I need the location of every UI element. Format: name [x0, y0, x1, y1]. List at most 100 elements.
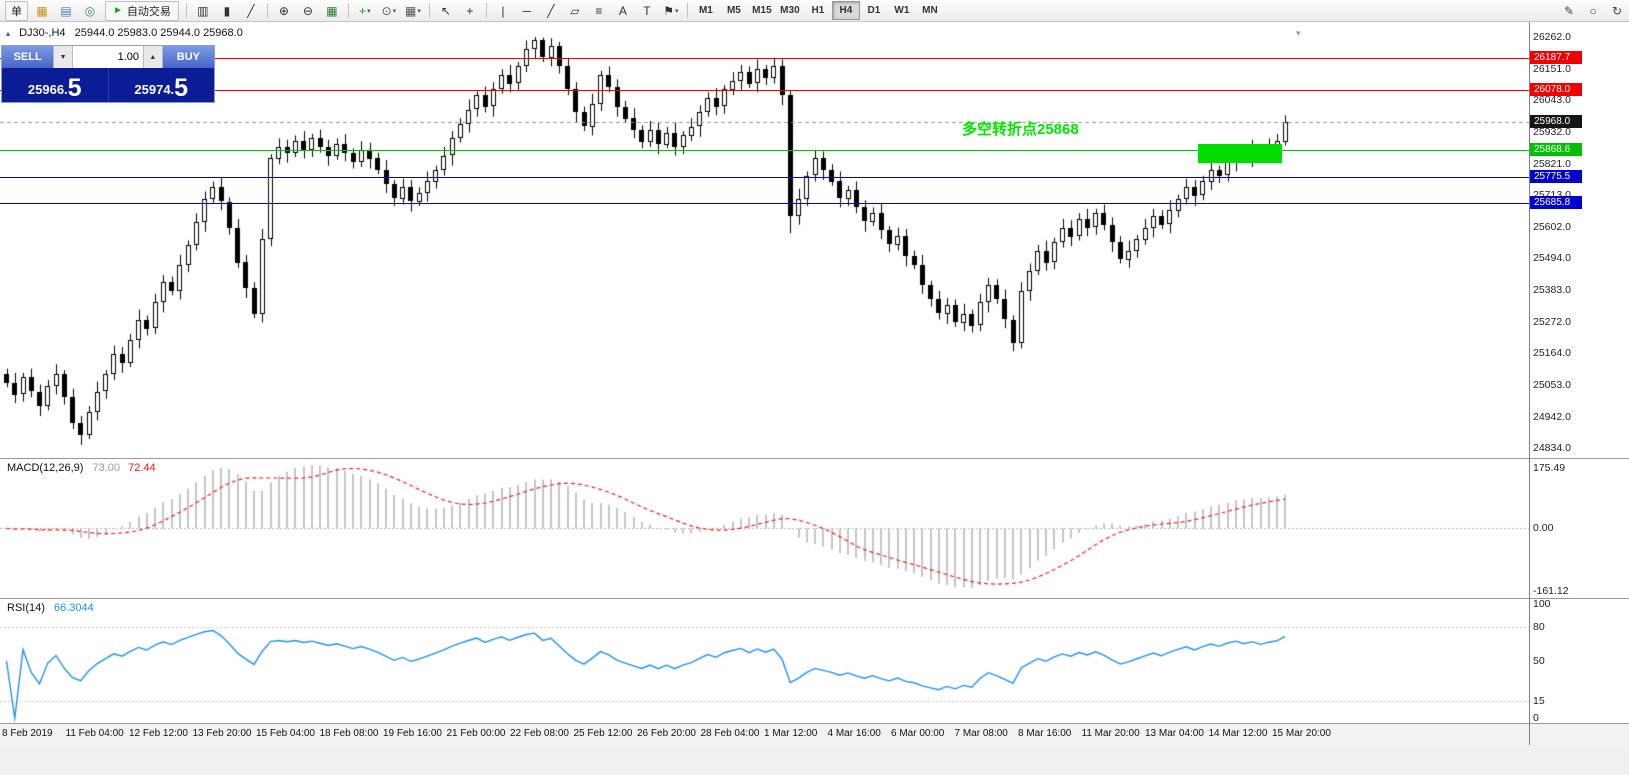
equidistant-channel-icon[interactable]: ▱	[564, 1, 586, 21]
autotrading-button[interactable]: ► 自动交易	[105, 0, 179, 21]
label-icon[interactable]: T	[636, 1, 658, 21]
arrows-icon[interactable]: ⚑ ▾	[660, 1, 682, 21]
timeframe-m30-button[interactable]: M30	[780, 5, 800, 16]
profiles-icon[interactable]: ⊙ ▾	[378, 1, 400, 21]
panel-divider[interactable]	[0, 598, 1629, 599]
time-axis-label: 18 Feb 08:00	[319, 728, 379, 739]
template-icon[interactable]: ▦ ▾	[402, 1, 424, 21]
rsi-axis-label: 50	[1533, 655, 1545, 667]
macd-canvas[interactable]	[0, 459, 1529, 598]
vertical-line-icon[interactable]: |	[492, 1, 514, 21]
price-axis-label: 24942.0	[1533, 411, 1571, 423]
price-axis-label: 26151.0	[1533, 63, 1571, 75]
sell-price-big-digit: 5	[67, 74, 82, 102]
chart-window[interactable]: 多空转折点25868 ▴ DJ30-,H4 25944.0 25983.0 25…	[0, 22, 1629, 775]
toolbar-separator	[347, 3, 349, 18]
rsi-canvas[interactable]	[0, 599, 1529, 723]
macd-axis-max: 175.49	[1533, 462, 1566, 474]
window-bottom	[0, 745, 1629, 775]
lot-size-input[interactable]	[73, 46, 143, 68]
price-level-line[interactable]	[0, 177, 1529, 178]
timeframe-m5-button[interactable]: M5	[726, 5, 741, 16]
timeframe-h4-button[interactable]: H4	[831, 1, 860, 20]
buy-price-display[interactable]: 25974. 5	[109, 68, 215, 102]
price-level-line[interactable]	[0, 58, 1529, 59]
price-axis[interactable]	[1529, 22, 1629, 723]
zoom-in-icon[interactable]: ⊕	[273, 1, 295, 21]
pencil-icon[interactable]: ✎	[1563, 3, 1575, 18]
crosshair-icon: +	[466, 3, 474, 18]
dropdown-caret-icon: ▾	[675, 7, 679, 15]
cursor-icon: ↖	[440, 3, 451, 18]
toolbar: 单 ▦ ▤ ◎ ► 自动交易 ▥ ▮ ╱ ⊕ ⊖ ▦ + ▾ ⊙ ▾ ▦ ▾ ↖ + | ─ ╱ ▱ ≡ A T ⚑ ▾ M1 M5 M15 M…	[0, 0, 1629, 22]
time-axis-label: 11 Mar 20:00	[1081, 728, 1140, 739]
chart-shift-icon[interactable]: ▾	[1296, 28, 1301, 38]
timeframe-m15-button[interactable]: M15	[752, 5, 772, 16]
tile-windows-icon[interactable]: ▦	[321, 1, 343, 21]
play-icon: ►	[113, 5, 123, 16]
time-axis-label: 21 Feb 00:00	[446, 728, 506, 739]
toolbar-separator	[185, 3, 187, 18]
market-watch-icon[interactable]: ▦	[31, 1, 53, 21]
buy-price-main: 25974.	[134, 82, 175, 97]
bar-chart-icon[interactable]: ▥	[192, 1, 214, 21]
dropdown-caret-icon: ▾	[392, 7, 397, 15]
lot-increase-button[interactable]: ▲	[143, 46, 163, 68]
price-axis-label: 26262.0	[1533, 31, 1571, 43]
trendline-icon[interactable]: ╱	[540, 1, 562, 21]
timeframe-w1-button[interactable]: W1	[894, 5, 910, 16]
panel-divider[interactable]	[0, 458, 1629, 459]
crosshair-icon[interactable]: +	[459, 1, 481, 21]
time-axis[interactable]	[0, 724, 1629, 745]
time-axis-label: 4 Mar 16:00	[827, 728, 881, 739]
main-chart-canvas[interactable]	[0, 22, 1529, 458]
time-axis-label: 11 Feb 04:00	[65, 728, 124, 739]
autotrading-label: 自动交易	[126, 5, 171, 18]
price-level-line[interactable]	[0, 203, 1529, 204]
macd-signal-value: 72.44	[128, 462, 156, 474]
sell-price-display[interactable]: 25966. 5	[2, 68, 108, 102]
cursor-icon[interactable]: ↖	[435, 1, 457, 21]
time-axis-label: 26 Feb 20:00	[637, 728, 696, 739]
price-axis-label: 25272.0	[1533, 316, 1571, 328]
time-axis-label: 7 Mar 08:00	[954, 728, 1008, 739]
price-level-line[interactable]	[0, 90, 1529, 91]
time-axis-label: 28 Feb 04:00	[700, 728, 760, 739]
fibonacci-icon[interactable]: ≡	[588, 1, 610, 21]
lot-decrease-button[interactable]: ▼	[53, 46, 73, 68]
navigator-icon: ◎	[84, 3, 96, 18]
navigator-icon[interactable]: ◎	[79, 1, 101, 21]
dropdown-caret-icon: ▾	[367, 7, 371, 15]
refresh-icon[interactable]: ↻	[1611, 3, 1623, 18]
macd-name: MACD(12,26,9)	[7, 462, 84, 474]
zoom-out-icon[interactable]: ⊖	[297, 1, 319, 21]
timeframe-d1-button[interactable]: D1	[867, 5, 881, 16]
time-axis-label: 8 Mar 16:00	[1018, 728, 1072, 739]
macd-main-value: 73.00	[92, 462, 121, 474]
buy-button[interactable]: BUY	[162, 46, 214, 68]
horizontal-line-icon[interactable]: ─	[516, 1, 538, 21]
sell-button[interactable]: SELL	[2, 46, 54, 68]
timeframe-h1-button[interactable]: H1	[811, 5, 825, 16]
price-axis-label: 25602.0	[1533, 221, 1571, 233]
candlestick-chart-icon: ▮	[223, 3, 231, 18]
price-level-line[interactable]	[0, 150, 1529, 151]
timeframe-m1-button[interactable]: M1	[698, 5, 713, 16]
shape-icon[interactable]: ○	[1589, 3, 1597, 18]
candlestick-chart-icon[interactable]: ▮	[216, 1, 238, 21]
line-chart-icon[interactable]: ╱	[240, 1, 262, 21]
panel-divider[interactable]	[0, 723, 1629, 724]
highlight-rectangle[interactable]	[1198, 144, 1282, 163]
dropdown-caret-icon: ▾	[417, 7, 421, 15]
chart-annotation[interactable]: 多空转折点25868	[962, 121, 1079, 138]
trendline-icon: ╱	[547, 3, 555, 18]
data-window-icon[interactable]: ▤	[55, 1, 77, 21]
new-order-button[interactable]: 单	[5, 0, 28, 21]
price-level-badge: 25775.5	[1530, 170, 1582, 183]
timeframe-mn-button[interactable]: MN	[922, 5, 938, 16]
new-chart-icon[interactable]: + ▾	[354, 1, 376, 21]
market-watch-icon: ▦	[36, 3, 48, 18]
text-icon[interactable]: A	[612, 1, 634, 21]
time-axis-label: 6 Mar 00:00	[891, 728, 945, 739]
